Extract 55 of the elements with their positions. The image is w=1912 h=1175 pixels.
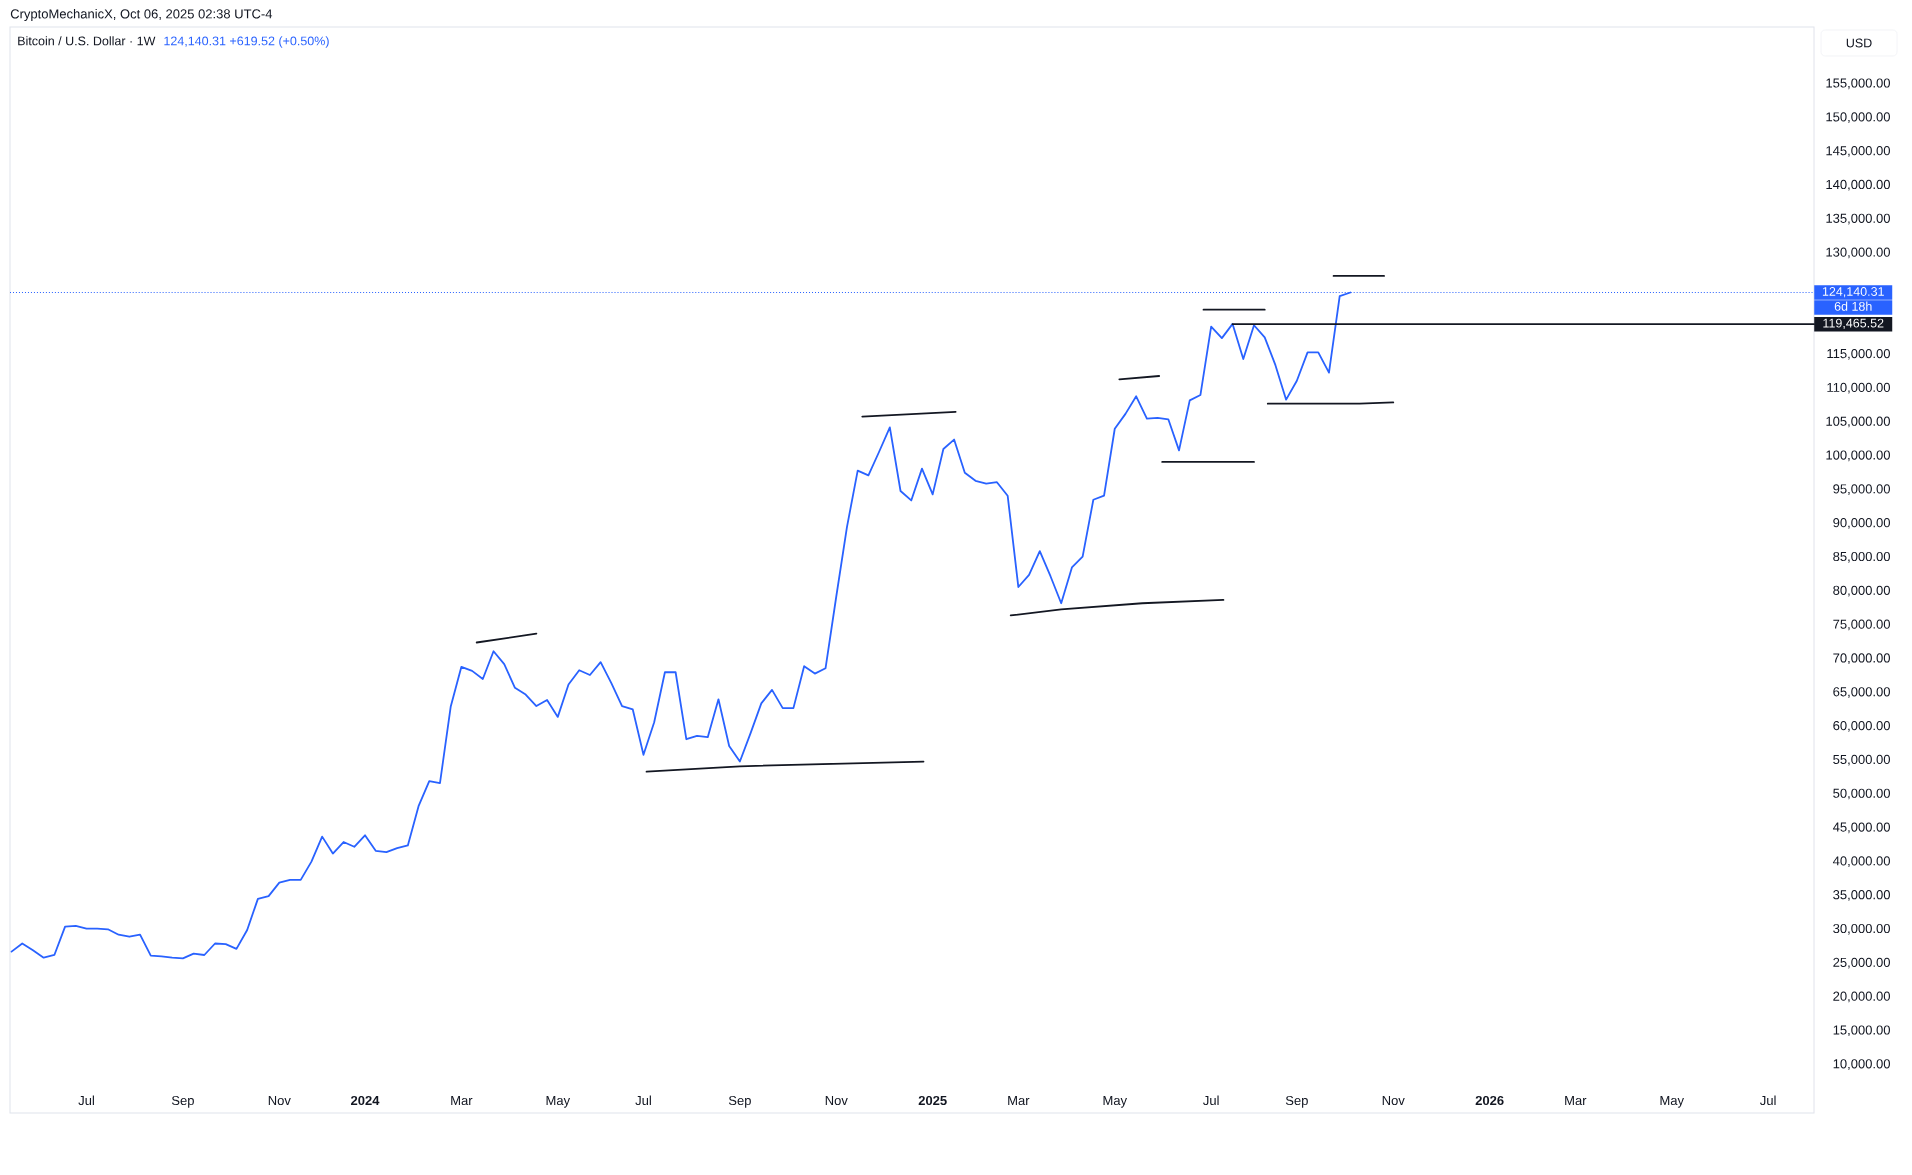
y-tick-label: 30,000.00 — [1833, 923, 1890, 935]
y-tick-label: 115,000.00 — [1827, 348, 1890, 360]
y-tick-label: 85,000.00 — [1833, 551, 1890, 563]
y-tick-label: 100,000.00 — [1826, 450, 1890, 462]
x-tick-label: Mar — [1565, 1096, 1587, 1106]
text: 124,140.31 +619.52 (+0.50%) — [164, 36, 329, 48]
annotation: 119,465.52 — [1823, 318, 1884, 329]
x-tick-label: Jul — [1203, 1095, 1219, 1106]
y-tick-label: 75,000.00 — [1833, 619, 1890, 631]
x-tick-label: Sep — [728, 1095, 751, 1108]
y-tick-label: 60,000.00 — [1833, 721, 1890, 732]
x-tick-label: Mar — [1008, 1096, 1030, 1106]
text: CryptoMechanicX, Oct 06, 2025 02:38 UTC-4 — [10, 8, 273, 22]
x-tick-label: Sep — [1285, 1095, 1308, 1108]
y-tick-label: 155,000.00 — [1826, 78, 1890, 90]
y-tick-label: 90,000.00 — [1833, 518, 1890, 529]
y-tick-label: 140,000.00 — [1826, 179, 1890, 191]
y-tick-label: 40,000.00 — [1832, 856, 1890, 868]
x-tick-label: Jul — [1760, 1095, 1776, 1106]
text: Bitcoin / U.S. Dollar · 1W — [18, 36, 156, 46]
y-tick-label: 95,000.00 — [1833, 484, 1890, 495]
y-tick-label: 35,000.00 — [1833, 890, 1890, 901]
y-tick-label: 70,000.00 — [1833, 653, 1890, 665]
x-tick-label: Jul — [635, 1095, 651, 1106]
x-tick-label: Nov — [268, 1096, 291, 1106]
y-tick-label: 110,000.00 — [1827, 382, 1890, 394]
y-tick-label: 130,000.00 — [1826, 247, 1890, 259]
x-tick-label: 2026 — [1475, 1095, 1504, 1106]
x-tick-label: Jul — [78, 1095, 94, 1106]
y-tick-label: 135,000.00 — [1826, 213, 1890, 225]
x-tick-label: May — [1103, 1096, 1128, 1108]
x-tick-label: Sep — [171, 1095, 194, 1108]
y-tick-label: 45,000.00 — [1832, 822, 1890, 834]
x-tick-label: Nov — [1382, 1096, 1405, 1106]
y-tick-label: 50,000.00 — [1833, 788, 1890, 800]
x-tick-label: May — [1660, 1096, 1684, 1108]
text: 6d 18h — [1834, 301, 1872, 311]
y-tick-label: 145,000.00 — [1826, 146, 1890, 157]
y-tick-label: 15,000.00 — [1833, 1025, 1890, 1037]
y-tick-label: 25,000.00 — [1833, 957, 1890, 969]
y-tick-label: 65,000.00 — [1833, 687, 1890, 698]
ref-line-label: 124,140.31 — [1822, 287, 1884, 298]
line-series — [1009, 598, 1225, 617]
y-tick-label: 105,000.00 — [1826, 416, 1890, 428]
x-tick-label: Nov — [825, 1096, 848, 1106]
y-tick-label: 55,000.00 — [1833, 754, 1890, 766]
x-tick-label: May — [546, 1096, 571, 1108]
y-tick-label: 10,000.00 — [1833, 1059, 1890, 1070]
y-tick-label: 20,000.00 — [1833, 991, 1890, 1003]
x-tick-label: Mar — [451, 1096, 473, 1106]
x-tick-label: 2025 — [918, 1095, 947, 1106]
x-tick-label: 2024 — [350, 1095, 380, 1106]
y-tick-label: 150,000.00 — [1826, 112, 1890, 123]
text: USD — [1846, 38, 1872, 48]
y-tick-label: 80,000.00 — [1833, 585, 1890, 597]
